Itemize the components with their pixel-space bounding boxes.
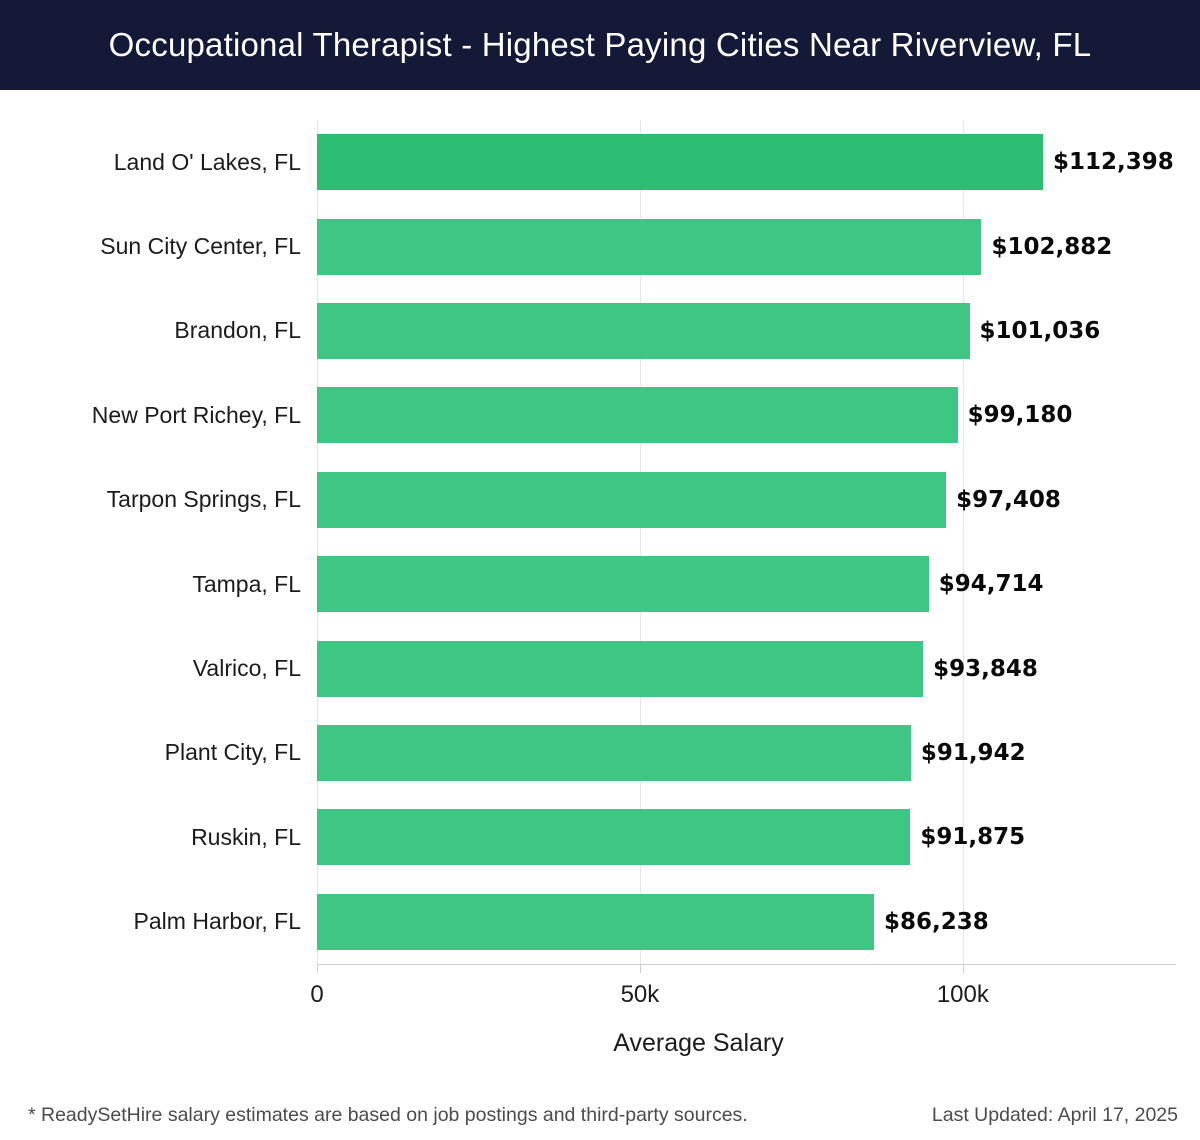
bar xyxy=(317,387,958,444)
tick-label: 100k xyxy=(936,980,989,1008)
value-label: $91,942 xyxy=(920,739,1026,766)
tick-mark xyxy=(962,964,964,973)
value-label: $91,875 xyxy=(920,824,1026,851)
category-label: Tampa, FL xyxy=(192,570,301,597)
chart-rows: Land O' Lakes, FL $112,398 Sun City Center… xyxy=(0,120,1176,964)
bar-track: $112,398 xyxy=(317,134,1176,191)
bar-track: $93,848 xyxy=(317,640,1176,697)
category-label: Ruskin, FL xyxy=(191,823,301,850)
chart-row: Brandon, FL $101,036 xyxy=(0,289,1176,373)
chart-row: Valrico, FL $93,848 xyxy=(0,626,1176,710)
header-bar: Occupational Therapist - Highest Paying … xyxy=(0,0,1200,90)
footer: * ReadySetHire salary estimates are base… xyxy=(28,1104,1178,1127)
tick-label: 50k xyxy=(620,980,660,1008)
bar xyxy=(317,724,911,781)
chart-row: Land O' Lakes, FL $112,398 xyxy=(0,120,1176,204)
value-label: $97,408 xyxy=(956,486,1061,513)
bar xyxy=(317,893,874,950)
chart-title: Occupational Therapist - Highest Paying … xyxy=(108,26,1092,63)
bar xyxy=(317,809,911,866)
bar-chart: Land O' Lakes, FL $112,398 Sun City Center… xyxy=(0,120,1176,1058)
x-axis-title: Average Salary xyxy=(613,1028,784,1057)
chart-row: Tarpon Springs, FL $97,408 xyxy=(0,458,1176,542)
value-label: $86,238 xyxy=(883,908,989,935)
chart-row: Ruskin, FL $91,875 xyxy=(0,795,1176,879)
bar xyxy=(317,134,1043,191)
tick-mark xyxy=(639,964,641,973)
category-label: New Port Richey, FL xyxy=(91,401,301,428)
bar-track: $91,942 xyxy=(317,724,1176,781)
gridline xyxy=(317,120,318,964)
bar xyxy=(317,302,970,359)
bar-track: $94,714 xyxy=(317,556,1176,613)
category-label: Palm Harbor, FL xyxy=(133,908,301,935)
bar xyxy=(317,640,924,697)
source-footnote: * ReadySetHire salary estimates are base… xyxy=(28,1103,748,1126)
gridline xyxy=(639,120,641,964)
chart-row: New Port Richey, FL $99,180 xyxy=(0,373,1176,457)
bar-track: $101,036 xyxy=(317,302,1176,359)
bar xyxy=(317,218,982,275)
plot-area: Land O' Lakes, FL $112,398 Sun City Center… xyxy=(0,120,1176,964)
value-label: $94,714 xyxy=(938,571,1044,598)
value-label: $102,882 xyxy=(991,233,1113,260)
tick-label: 0 xyxy=(310,980,324,1008)
value-label: $101,036 xyxy=(979,317,1101,344)
chart-row: Plant City, FL $91,942 xyxy=(0,711,1176,795)
chart-row: Sun City Center, FL $102,882 xyxy=(0,204,1176,288)
chart-row: Tampa, FL $94,714 xyxy=(0,542,1176,626)
category-label: Plant City, FL xyxy=(164,739,301,766)
category-label: Land O' Lakes, FL xyxy=(113,148,301,175)
category-label: Sun City Center, FL xyxy=(100,233,301,260)
bar-track: $91,875 xyxy=(317,809,1176,866)
value-label: $93,848 xyxy=(933,655,1038,682)
value-label: $112,398 xyxy=(1052,149,1174,176)
bar-track: $86,238 xyxy=(317,893,1176,950)
value-label: $99,180 xyxy=(967,402,1073,429)
chart-row: Palm Harbor, FL $86,238 xyxy=(0,880,1176,964)
gridline xyxy=(962,120,964,964)
x-axis-title-wrap: Average Salary xyxy=(269,1029,1128,1058)
category-label: Tarpon Springs, FL xyxy=(106,486,301,513)
bar-track: $102,882 xyxy=(317,218,1176,275)
bar xyxy=(317,471,947,528)
tick-mark xyxy=(317,964,318,973)
last-updated: Last Updated: April 17, 2025 xyxy=(931,1103,1178,1126)
category-label: Valrico, FL xyxy=(192,655,301,682)
x-axis: 0 50k 100k xyxy=(310,963,1176,1017)
bar xyxy=(317,556,929,613)
gridlines xyxy=(317,120,1176,964)
bar-track: $97,408 xyxy=(317,471,1176,528)
category-label: Brandon, FL xyxy=(174,317,301,344)
bar-track: $99,180 xyxy=(317,387,1176,444)
